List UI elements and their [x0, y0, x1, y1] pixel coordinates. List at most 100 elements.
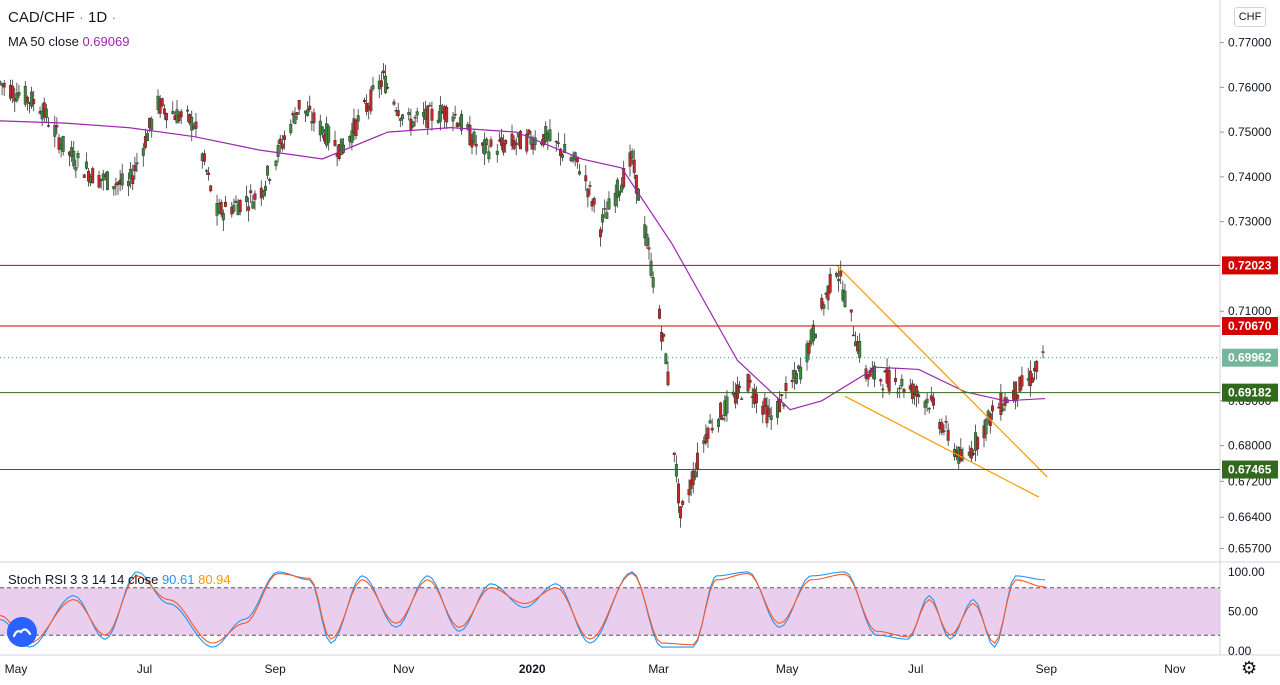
candle-body: [207, 172, 211, 175]
candle-body: [634, 174, 638, 194]
candle-body: [234, 200, 238, 203]
candle-body: [400, 114, 404, 120]
candle-body: [150, 118, 154, 130]
candle-body: [261, 190, 265, 197]
candle-body: [282, 135, 286, 140]
candle-body: [23, 85, 27, 105]
price-tick-label: 0.65700: [1228, 542, 1272, 556]
candle-body: [559, 148, 562, 156]
candle-body: [312, 112, 316, 124]
candle-body: [651, 277, 655, 288]
candle-body: [451, 116, 455, 122]
candle-body: [643, 224, 647, 239]
candle-body: [190, 116, 194, 131]
candle-body: [837, 278, 841, 282]
candle-body: [354, 120, 358, 137]
candle-body: [135, 162, 139, 165]
ma-legend[interactable]: MA 50 close 0.69069: [8, 34, 129, 49]
candle-body: [1014, 381, 1018, 402]
candle-body: [599, 229, 602, 238]
candle-body: [247, 206, 251, 211]
candle-body: [940, 422, 944, 433]
candle-body: [843, 290, 847, 307]
candle-body: [529, 136, 533, 145]
candle-body: [835, 272, 838, 277]
candle-body: [851, 334, 855, 337]
stoch-tick-label: 0.00: [1228, 644, 1252, 658]
candle-body: [502, 143, 506, 153]
candle-body: [584, 175, 588, 182]
candle-body: [649, 260, 653, 276]
candle-body: [666, 371, 670, 385]
time-tick-label: Nov: [1164, 662, 1185, 676]
candle-body: [1041, 351, 1045, 353]
time-tick-label: 2020: [519, 662, 546, 676]
price-tick-label: 0.71000: [1228, 304, 1272, 318]
candle-body: [459, 113, 463, 131]
stoch-d-line[interactable]: [0, 572, 1046, 646]
channel-line-2[interactable]: [844, 395, 1040, 498]
candle-body: [736, 384, 739, 399]
candle-body: [738, 386, 742, 389]
candle-body: [740, 398, 744, 400]
candle-body: [2, 82, 6, 88]
support-price-label: 0.67465: [1228, 463, 1272, 477]
candle-body: [931, 397, 935, 406]
candle-body: [976, 437, 980, 450]
symbol-label[interactable]: CAD/CHF: [8, 9, 75, 26]
candle-body: [990, 405, 994, 412]
candle-body: [807, 342, 811, 354]
price-tick-label: 0.74000: [1228, 170, 1272, 184]
symbol-legend[interactable]: CAD/CHF · 1D ·: [8, 9, 116, 26]
time-tick-label: Sep: [1036, 662, 1058, 676]
ma-label: MA 50 close: [8, 34, 79, 49]
tradingview-logo[interactable]: [7, 617, 37, 647]
candle-body: [664, 353, 668, 364]
candle-body: [350, 130, 354, 143]
candle-body: [186, 109, 189, 112]
candle-body: [725, 396, 729, 414]
interval-label[interactable]: 1D: [88, 9, 108, 26]
candle-body: [398, 118, 402, 121]
candle-body: [162, 108, 166, 115]
candle-body: [1035, 360, 1039, 372]
candle-body: [822, 304, 826, 309]
candle-body: [879, 379, 883, 382]
candle-body: [603, 208, 607, 210]
candle-body: [57, 137, 61, 150]
currency-button[interactable]: CHF: [1234, 7, 1266, 27]
candle-body: [500, 137, 503, 146]
ma50-line[interactable]: [0, 120, 1046, 411]
candle-body: [371, 85, 375, 90]
stoch-legend[interactable]: Stoch RSI 3 3 14 14 close 90.61 80.94: [8, 572, 231, 587]
candle-body: [266, 165, 270, 176]
candle-body: [474, 143, 478, 147]
candle-body: [238, 199, 242, 213]
channel-line-1[interactable]: [836, 264, 1048, 478]
candle-body: [76, 153, 80, 159]
stoch-tick-label: 50.00: [1228, 604, 1258, 618]
candle-body: [645, 233, 649, 247]
candle-body: [531, 143, 535, 150]
time-tick-label: Jul: [137, 662, 152, 676]
candle-body: [554, 140, 558, 143]
legend-separator: ·: [78, 9, 89, 26]
gear-icon[interactable]: ⚙: [1241, 658, 1258, 678]
candle-body: [11, 85, 15, 98]
candle-body: [72, 150, 76, 167]
candle-body: [295, 112, 299, 115]
stoch-k-line[interactable]: [0, 571, 1046, 648]
candle-body: [972, 452, 975, 455]
candle-body: [415, 111, 419, 116]
candle-body: [369, 89, 373, 112]
price-tick-label: 0.73000: [1228, 215, 1272, 229]
candle-body: [563, 143, 567, 154]
candle-body: [386, 86, 390, 89]
candle-body: [687, 489, 691, 496]
candle-body: [662, 333, 666, 337]
candle-body: [468, 124, 472, 146]
candle-body: [706, 427, 710, 439]
stoch-tick-label: 100.00: [1228, 565, 1265, 579]
